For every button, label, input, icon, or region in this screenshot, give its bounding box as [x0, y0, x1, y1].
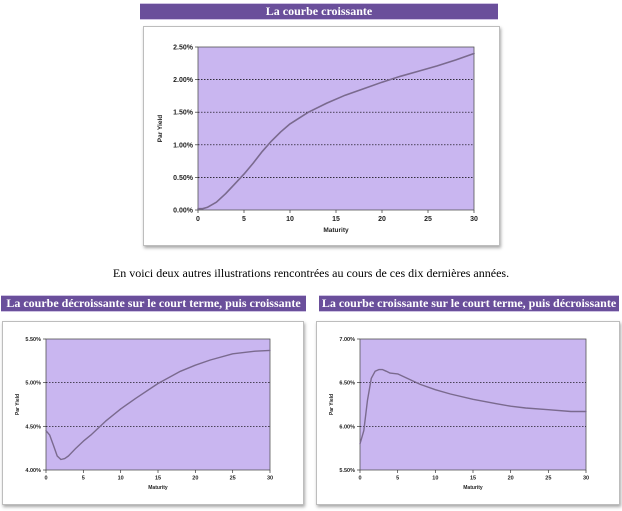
x-tick-label: 10: [432, 476, 438, 482]
right-chart: 5.50% 6.00% 6.50% 7.00% 0 5 10 15 20 25 30 Maturity…: [329, 337, 589, 491]
y-tick-label: 7.00%: [339, 337, 355, 343]
x-tick-label: 25: [424, 216, 432, 223]
x-tick-label: 5: [82, 476, 85, 482]
yield-curve-line: [197, 52, 475, 210]
x-tick-label: 25: [230, 476, 236, 482]
y-tick-label: 5.00%: [25, 381, 41, 387]
x-axis-label: Maturity: [463, 485, 483, 491]
plot-area: [359, 338, 587, 471]
x-axis-label: Maturity: [148, 485, 168, 491]
top-chart: 0.00% 0.50% 1.00% 1.50% 2.00% 2.50% 0 5 10 15 20 25…: [157, 44, 478, 234]
y-tick-label: 0.00%: [173, 207, 194, 214]
x-tick-label: 0: [358, 476, 361, 482]
x-tick-label: 5: [242, 216, 246, 223]
y-tick-label: 2.00%: [173, 77, 194, 84]
left-chart: 4.00% 4.50% 5.00% 5.50% 0 5 10 15 20 25 30 Maturity…: [15, 337, 273, 491]
x-tick-label: 5: [396, 476, 399, 482]
left-chart-frame: 4.00% 4.50% 5.00% 5.50% 0 5 10 15 20 25 30 Maturity…: [2, 321, 304, 505]
x-tick-label: 15: [470, 476, 476, 482]
x-tick-label: 20: [192, 476, 198, 482]
yield-curve-line: [359, 368, 587, 445]
x-tick-label: 10: [286, 216, 294, 223]
y-tick-label: 4.50%: [25, 424, 41, 430]
y-tick-label: 2.50%: [173, 44, 194, 51]
plot-area: [45, 338, 271, 471]
x-tick-label: 15: [332, 216, 340, 223]
y-axis-label: Par Yield: [157, 115, 164, 142]
y-tick-label: 5.50%: [25, 337, 41, 343]
x-tick-label: 25: [545, 476, 551, 482]
top-chart-banner: La courbe croissante: [140, 3, 498, 20]
x-tick-label: 0: [196, 216, 200, 223]
right-chart-frame: 5.50% 6.00% 6.50% 7.00% 0 5 10 15 20 25 30 Maturity…: [316, 321, 620, 505]
top-chart-frame: 0.00% 0.50% 1.00% 1.50% 2.00% 2.50% 0 5 10 15 20 25…: [143, 26, 500, 246]
y-tick-label: 5.50%: [339, 468, 355, 474]
x-axis-label: Maturity: [323, 227, 349, 234]
y-axis-label: Par Yield: [329, 394, 335, 415]
y-tick-label: 6.50%: [339, 381, 355, 387]
x-tick-label: 30: [267, 476, 273, 482]
x-tick-label: 15: [155, 476, 161, 482]
x-tick-label: 20: [378, 216, 386, 223]
left-chart-banner: La courbe décroissante sur le court term…: [1, 295, 306, 312]
y-tick-label: 1.00%: [173, 142, 194, 149]
x-tick-label: 10: [118, 476, 124, 482]
yield-curve-line: [45, 349, 271, 461]
x-tick-label: 30: [583, 476, 589, 482]
x-tick-label: 20: [508, 476, 514, 482]
x-tick-label: 30: [470, 216, 478, 223]
y-axis-label: Par Yield: [15, 394, 21, 415]
y-tick-label: 1.50%: [173, 110, 194, 117]
y-tick-label: 0.50%: [173, 175, 194, 182]
caption-text: En voici deux autres illustrations renco…: [112, 266, 510, 280]
y-tick-label: 6.00%: [339, 424, 355, 430]
x-tick-label: 0: [44, 476, 47, 482]
y-tick-label: 4.00%: [25, 468, 41, 474]
plot-area: [197, 46, 475, 211]
right-chart-banner: La courbe croissante sur le court terme,…: [319, 295, 619, 312]
